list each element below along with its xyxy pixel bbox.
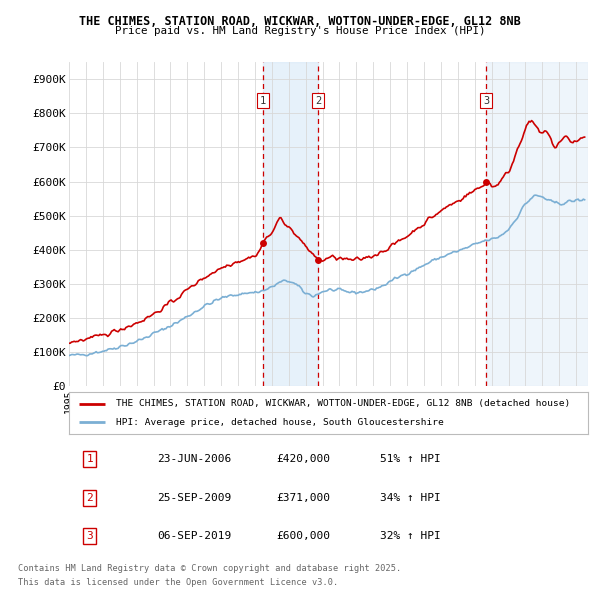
Text: HPI: Average price, detached house, South Gloucestershire: HPI: Average price, detached house, Sout… [116,418,443,427]
Bar [263,62,318,386]
Text: 23-JUN-2006: 23-JUN-2006 [157,454,232,464]
Text: 51% ↑ HPI: 51% ↑ HPI [380,454,441,464]
Text: THE CHIMES, STATION ROAD, WICKWAR, WOTTON-UNDER-EDGE, GL12 8NB: THE CHIMES, STATION ROAD, WICKWAR, WOTTO… [79,15,521,28]
Text: This data is licensed under the Open Government Licence v3.0.: This data is licensed under the Open Gov… [18,578,338,587]
Text: 1: 1 [260,96,266,106]
Text: 3: 3 [483,96,490,106]
Text: Contains HM Land Registry data © Crown copyright and database right 2025.: Contains HM Land Registry data © Crown c… [18,565,401,573]
Text: £420,000: £420,000 [277,454,331,464]
Text: 2: 2 [315,96,321,106]
Text: 32% ↑ HPI: 32% ↑ HPI [380,531,441,541]
Text: THE CHIMES, STATION ROAD, WICKWAR, WOTTON-UNDER-EDGE, GL12 8NB (detached house): THE CHIMES, STATION ROAD, WICKWAR, WOTTO… [116,399,570,408]
Text: 3: 3 [86,531,93,541]
Text: 2: 2 [86,493,93,503]
Text: 25-SEP-2009: 25-SEP-2009 [157,493,232,503]
Text: 06-SEP-2019: 06-SEP-2019 [157,531,232,541]
Text: £371,000: £371,000 [277,493,331,503]
Text: Price paid vs. HM Land Registry's House Price Index (HPI): Price paid vs. HM Land Registry's House … [115,26,485,36]
Text: 34% ↑ HPI: 34% ↑ HPI [380,493,441,503]
Text: 1: 1 [86,454,93,464]
Bar [486,62,588,386]
Text: £600,000: £600,000 [277,531,331,541]
